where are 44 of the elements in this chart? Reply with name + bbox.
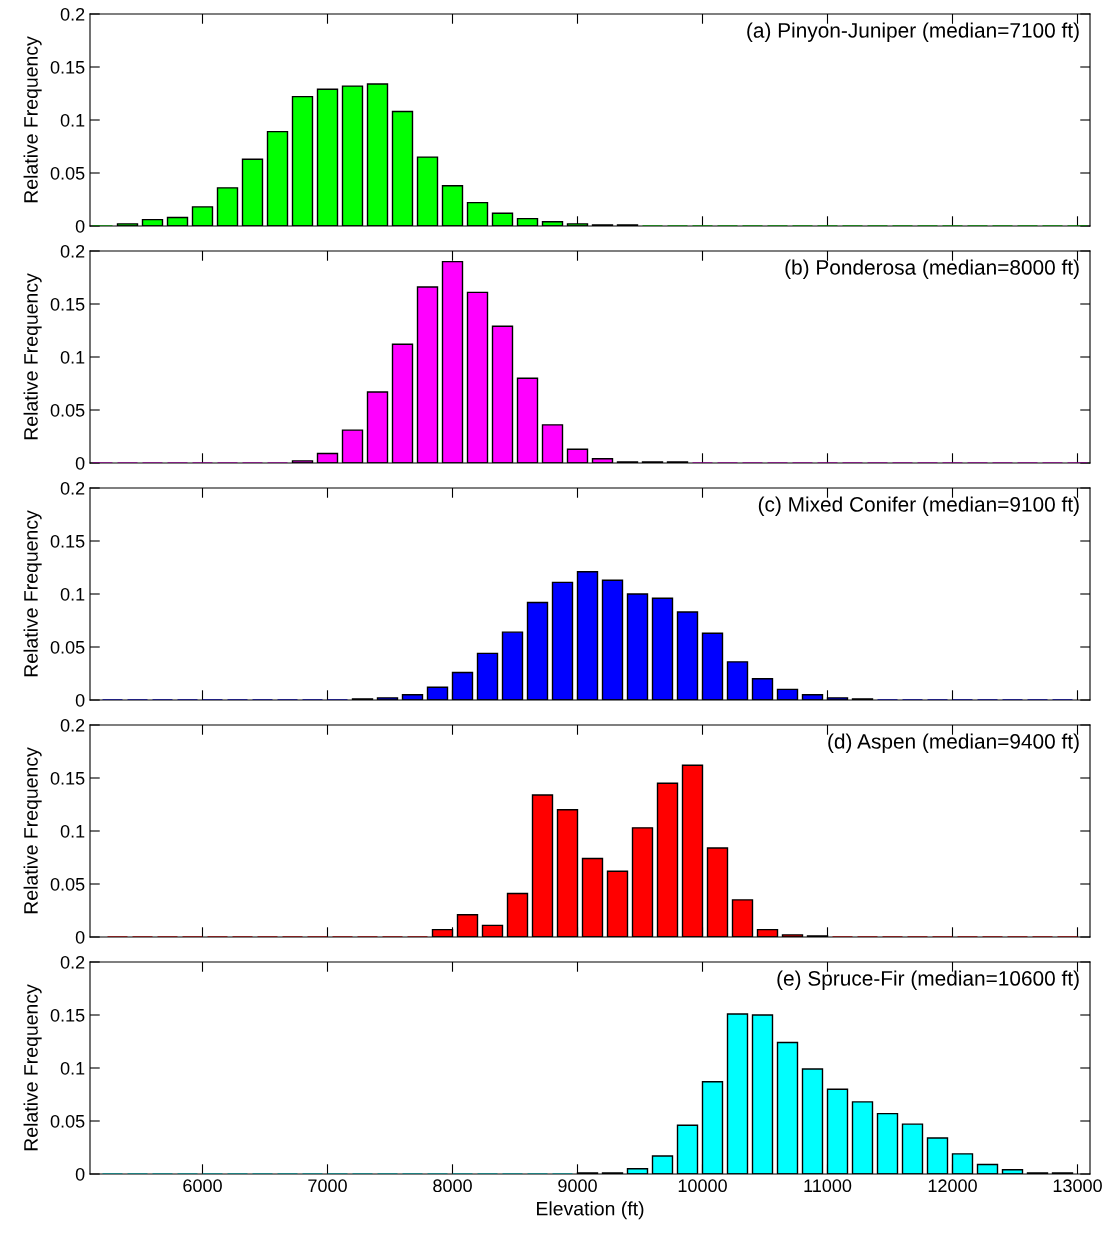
y-tick-label: 0.15 — [50, 60, 85, 74]
x-tick-label: 9000 — [558, 1179, 597, 1193]
x-tick-label: 12000 — [928, 1179, 977, 1193]
x-tick-label: 8000 — [433, 1179, 472, 1193]
y-axis-title: Relative Frequency — [23, 747, 42, 914]
y-tick-label: 0.2 — [60, 481, 85, 495]
y-tick-label: 0.2 — [60, 955, 85, 969]
x-tick-label: 11000 — [804, 1179, 852, 1193]
y-tick-label: 0.05 — [50, 166, 85, 180]
y-axis-title: Relative Frequency — [23, 36, 42, 203]
y-tick-label: 0.1 — [60, 587, 85, 601]
y-tick-label: 0.2 — [60, 244, 85, 258]
y-tick-label: 0 — [75, 456, 85, 470]
x-tick-label: 10000 — [678, 1179, 727, 1193]
chart-title: (e) Spruce-Fir (median=10600 ft) — [777, 970, 1079, 990]
x-axis-title: Elevation (ft) — [537, 1201, 644, 1220]
y-tick-label: 0.15 — [50, 771, 85, 785]
y-tick-label: 0.2 — [60, 718, 85, 732]
y-axis-title: Relative Frequency — [23, 273, 42, 440]
y-tick-label: 0 — [75, 1167, 85, 1181]
chart-title: (a) Pinyon-Juniper (median=7100 ft) — [747, 22, 1079, 42]
y-tick-label: 0.05 — [50, 640, 85, 654]
y-tick-label: 0.2 — [60, 7, 85, 21]
y-tick-label: 0.05 — [50, 1114, 85, 1128]
y-axis-title: Relative Frequency — [23, 984, 42, 1151]
x-tick-label: 6000 — [183, 1179, 222, 1193]
chart-title: (b) Ponderosa (median=8000 ft) — [785, 259, 1079, 279]
y-tick-label: 0.05 — [50, 877, 85, 891]
y-axis-title: Relative Frequency — [23, 510, 42, 677]
chart-title: (c) Mixed Conifer (median=9100 ft) — [758, 496, 1079, 516]
y-tick-label: 0.1 — [60, 350, 85, 364]
y-tick-label: 0.15 — [50, 534, 85, 548]
y-tick-label: 0.1 — [60, 113, 85, 127]
y-tick-label: 0 — [75, 693, 85, 707]
chart-title: (d) Aspen (median=9400 ft) — [828, 733, 1079, 753]
y-tick-label: 0.15 — [50, 297, 85, 311]
y-tick-label: 0.15 — [50, 1008, 85, 1022]
y-tick-label: 0.05 — [50, 403, 85, 417]
x-tick-label: 13000 — [1053, 1179, 1102, 1193]
y-tick-label: 0.1 — [60, 1061, 85, 1075]
x-tick-label: 7000 — [308, 1179, 347, 1193]
y-tick-label: 0.1 — [60, 824, 85, 838]
y-tick-label: 0 — [75, 930, 85, 944]
y-tick-label: 0 — [75, 219, 85, 233]
